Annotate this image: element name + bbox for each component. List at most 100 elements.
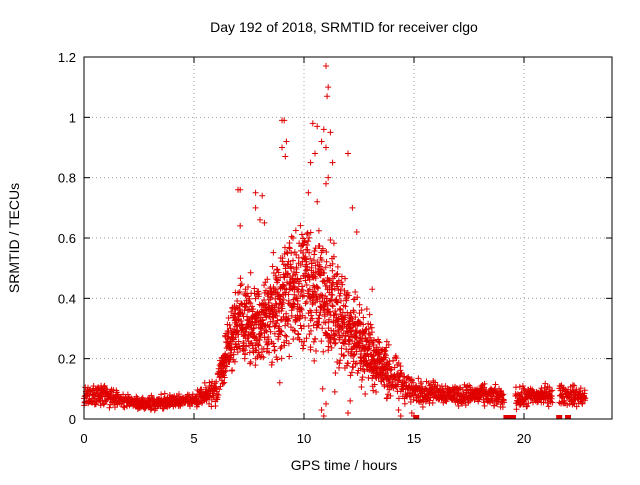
- data-point: [269, 318, 276, 325]
- data-point: [337, 286, 344, 293]
- data-point: [341, 287, 348, 294]
- data-point: [213, 385, 220, 392]
- data-point: [290, 283, 297, 290]
- data-point: [330, 253, 337, 260]
- data-point: [330, 240, 337, 247]
- data-point: [361, 368, 368, 375]
- data-point: [317, 272, 324, 279]
- data-point: [309, 315, 316, 322]
- y-axis-label: SRMTID / TECUs: [6, 183, 22, 293]
- data-point: [285, 340, 292, 347]
- y-tick-label: 1.2: [58, 50, 76, 65]
- data-point: [360, 321, 367, 328]
- data-point: [549, 399, 556, 406]
- data-point: [228, 352, 235, 359]
- data-point: [349, 363, 356, 370]
- data-point: [303, 335, 310, 342]
- data-point: [280, 296, 287, 303]
- data-point: [373, 364, 380, 371]
- data-point: [547, 388, 554, 395]
- data-point: [549, 387, 556, 394]
- x-tick-label: 15: [407, 431, 421, 446]
- data-point: [184, 391, 191, 398]
- data-point: [235, 338, 242, 345]
- data-point: [255, 288, 262, 295]
- data-point: [332, 369, 339, 376]
- data-point: [329, 302, 336, 309]
- data-point: [324, 309, 331, 316]
- data-point: [318, 338, 325, 345]
- data-point-low: [319, 385, 326, 392]
- data-point: [545, 403, 552, 410]
- data-point: [212, 402, 219, 409]
- data-point: [390, 357, 397, 364]
- data-point: [311, 357, 318, 364]
- data-point: [298, 283, 305, 290]
- data-point: [365, 325, 372, 332]
- data-point: [238, 317, 245, 324]
- data-point-peak: [323, 180, 329, 187]
- data-point: [419, 403, 426, 410]
- data-point: [330, 336, 337, 343]
- data-point: [227, 325, 234, 332]
- data-point: [245, 284, 252, 291]
- data-point: [316, 243, 323, 250]
- data-point-low: [276, 379, 283, 386]
- data-point-low: [318, 406, 325, 413]
- data-point: [216, 386, 223, 393]
- data-point: [518, 390, 525, 397]
- data-point-baseline: [510, 415, 516, 419]
- data-point: [306, 234, 313, 241]
- data-point: [326, 316, 333, 323]
- data-point: [273, 320, 280, 327]
- data-point: [332, 339, 339, 346]
- data-point: [312, 269, 319, 276]
- data-point: [259, 348, 266, 355]
- data-point: [307, 255, 314, 262]
- data-point: [103, 397, 110, 404]
- data-point: [350, 364, 357, 371]
- y-tick-label: 0: [69, 412, 76, 427]
- data-point: [261, 296, 268, 303]
- data-point: [293, 269, 300, 276]
- data-point: [401, 400, 408, 407]
- data-point: [312, 299, 319, 306]
- data-point: [362, 358, 369, 365]
- data-point: [265, 334, 272, 341]
- data-point: [516, 383, 523, 390]
- data-point: [285, 297, 292, 304]
- data-point: [305, 238, 312, 245]
- data-point: [338, 326, 345, 333]
- data-point: [234, 349, 241, 356]
- data-point: [237, 275, 244, 282]
- data-point: [328, 344, 335, 351]
- data-point: [371, 381, 378, 388]
- data-point: [406, 393, 413, 400]
- data-point: [255, 342, 262, 349]
- data-point: [395, 395, 402, 402]
- data-point: [333, 271, 340, 278]
- data-point: [266, 323, 273, 330]
- data-point: [295, 331, 302, 338]
- data-point: [290, 300, 297, 307]
- y-tick-label: 0.4: [58, 291, 76, 306]
- data-point-peak: [307, 159, 314, 166]
- data-point: [577, 385, 584, 392]
- data-point: [279, 255, 286, 262]
- data-point: [235, 331, 242, 338]
- data-point: [279, 299, 286, 306]
- data-point: [274, 356, 281, 363]
- data-point: [303, 282, 310, 289]
- data-point-peak: [324, 93, 331, 100]
- data-point: [307, 346, 314, 353]
- data-point: [315, 285, 322, 292]
- data-point: [278, 343, 285, 350]
- data-point: [309, 293, 316, 300]
- data-point: [327, 237, 334, 244]
- data-point: [329, 303, 336, 310]
- data-point-peak: [282, 153, 289, 160]
- data-point: [232, 334, 239, 341]
- data-point: [322, 319, 329, 326]
- y-tick-label: 0.6: [58, 231, 76, 246]
